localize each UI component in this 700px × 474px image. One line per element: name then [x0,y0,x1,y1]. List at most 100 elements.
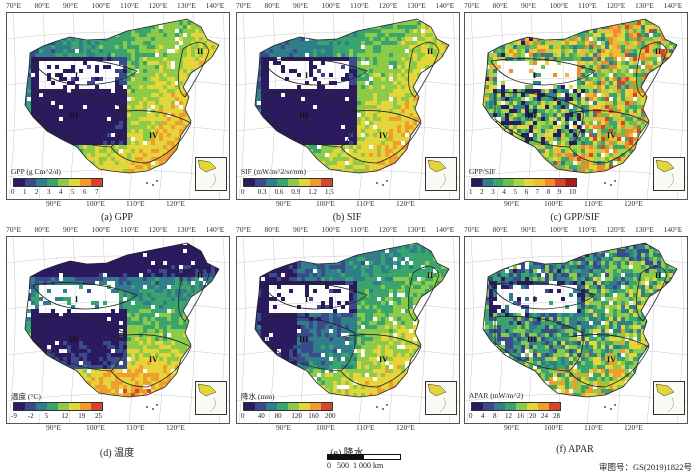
legend-tick: -9 [11,412,17,420]
lon-tick-top: 70°E [236,1,252,10]
region-label-4: IV [379,131,388,140]
legend-colorbar [243,178,333,187]
legend-tick: 3 [491,188,495,196]
legend-tick: 4 [502,188,506,196]
lon-tick-top: 90°E [521,1,537,10]
legend-tick: 0 [241,412,245,420]
region-label-3: III [299,335,309,344]
legend-tick: 4 [59,188,63,196]
legend-title: SIF (mW/m^2/sr/nm) [241,167,306,176]
lon-tick-bottom: 100°E [544,199,563,208]
lat-tick: 20°N [458,401,460,417]
lat-tick: 20°N [458,177,460,193]
country-outline [24,18,220,174]
lon-tick-top: 90°E [521,225,537,234]
lat-tick: 30°N [228,131,230,147]
lon-tick-top: 130°E [635,1,654,10]
lon-tick-top: 80°E [492,225,508,234]
lon-tick-top: 80°E [264,1,280,10]
legend-title: APAR (mW/m^2) [469,391,524,400]
panel-caption-a: (a) GPP [101,212,133,223]
map-panel-f: I II III IV APAR (mW/m^2) 0 4 8 12 16 20 24 28 50°N 40… [464,236,688,424]
legend-tick: 5 [513,188,517,196]
lon-tick-top: 140°E [205,225,225,234]
legend-tick: 0 [469,412,473,420]
legend-tick: 200 [325,412,336,420]
region-label-1: I [305,71,309,80]
lat-tick: 30°N [686,355,688,371]
lon-tick-bottom: 120°E [624,199,643,208]
legend-tick: 20 [529,412,536,420]
legend-colorbar [13,178,103,187]
legend-tick: 0.9 [291,188,301,196]
panel-caption-f: (f) APAR [556,444,594,455]
china-map-e [237,237,459,423]
panel-caption-e: (e) 降水 [236,444,458,459]
panel-caption-b: (b) SIF [332,212,362,223]
lon-tick-top: 70°E [464,225,480,234]
legend-colorbar [243,402,333,411]
lon-tick-bottom: 110°E [126,423,145,432]
region-label-1: I [533,295,537,304]
lon-tick-top: 100°E [549,225,569,234]
region-label-3: III [527,335,537,344]
lon-tick-top: 90°E [293,225,309,234]
islands [604,180,616,186]
lon-tick-top: 80°E [492,1,508,10]
lat-tick: 30°N [458,355,460,371]
legend-tick: 0.3 [257,188,267,196]
lon-tick-bottom: 110°E [356,423,375,432]
region-label-2: II [655,47,662,56]
region-boundaries [490,266,668,388]
legend-tick: 6 [83,188,87,196]
legend-tick: 9 [557,188,562,196]
country-outline [482,242,678,398]
legend-tick: 80 [274,412,282,420]
lon-tick-top: 90°E [63,1,79,10]
legend-tick: 2 [35,188,39,196]
lat-tick: 40°N [458,85,460,101]
panel-caption-d: (d) 温度 [99,448,135,459]
china-map-a [7,13,229,199]
region-label-4: IV [379,355,388,364]
lon-tick-top: 80°E [264,225,280,234]
region-label-2: II [427,271,434,280]
lon-tick-bottom: 120°E [624,423,643,432]
legend-tick: 1 [23,188,27,196]
map-approval-number: 审图号：GS(2019)1822号 [598,462,692,472]
lat-tick: 20°N [686,401,688,417]
legend-title: GPP/SIF [469,167,496,176]
lon-tick-top: 140°E [663,225,683,234]
lon-tick-bottom: 90°E [46,423,62,432]
legend-colorbar [471,178,577,187]
legend-tick: 2 [480,188,484,196]
region-label-1: I [533,71,537,80]
legend-tick: 0.6 [274,188,284,196]
lon-tick-bottom: 100°E [316,423,335,432]
lat-tick: 30°N [458,131,460,147]
lon-tick-top: 70°E [464,1,480,10]
country-outline [482,18,678,174]
legend-tick: 4 [481,412,485,420]
legend-tick: 160 [308,412,319,420]
lon-tick-bottom: 100°E [544,423,563,432]
region-boundaries [490,42,668,164]
south-china-sea-inset [195,381,227,415]
region-label-1: I [75,71,79,80]
lat-tick: 50°N [686,39,688,55]
map-panel-d: I II III IV 温度 (°C) -9 -2 5 12 19 25 50°N 40°N 30°N 20… [6,236,230,424]
scale-bar-label: 0 500 1 000 km [327,461,384,470]
country-outline [24,242,220,398]
lon-tick-bottom: 90°E [276,199,292,208]
legend-tick: 5 [44,412,49,420]
lon-tick-top: 140°E [435,1,455,10]
lon-tick-top: 110°E [350,1,369,10]
lat-tick: 40°N [686,309,688,325]
islands [604,404,616,410]
legend-tick: 16 [517,412,524,420]
lon-tick-top: 130°E [407,1,426,10]
region-label-2: II [427,47,434,56]
lon-tick-bottom: 100°E [86,423,105,432]
lat-tick: 50°N [228,39,230,55]
lon-tick-top: 140°E [205,1,225,10]
